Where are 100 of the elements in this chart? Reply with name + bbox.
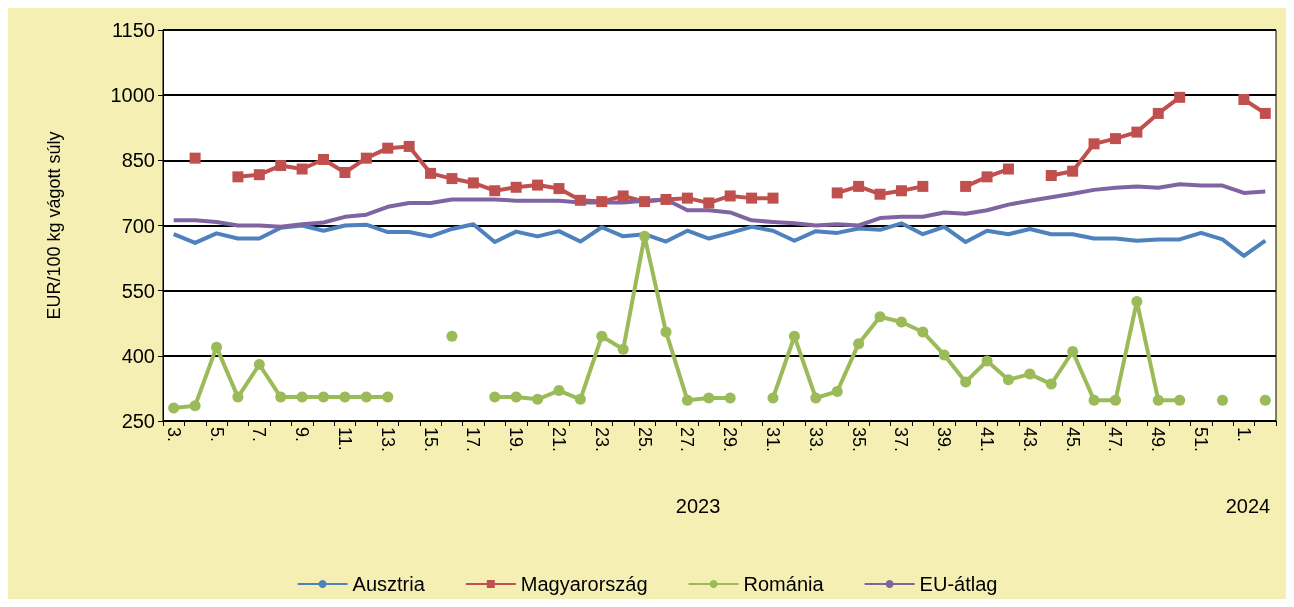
point bbox=[232, 391, 244, 403]
point bbox=[746, 192, 758, 204]
x-tick-label: 5. bbox=[206, 427, 227, 443]
x-tick-label: 33. bbox=[805, 427, 826, 453]
x-tick-label: 19. bbox=[506, 427, 527, 453]
point bbox=[553, 385, 565, 397]
point bbox=[532, 179, 544, 191]
point bbox=[981, 171, 993, 183]
y-tick-label: 250 bbox=[121, 410, 155, 432]
point bbox=[895, 185, 907, 197]
point bbox=[639, 230, 651, 242]
point bbox=[853, 180, 865, 192]
point bbox=[296, 163, 308, 175]
y-tick-label: 700 bbox=[121, 214, 155, 237]
point bbox=[788, 330, 800, 342]
point bbox=[596, 330, 608, 342]
point bbox=[339, 167, 351, 178]
y-tick-label: 1000 bbox=[110, 84, 155, 107]
point bbox=[596, 196, 608, 208]
x-tick-label: 11. bbox=[334, 427, 355, 451]
x-tick-label: 27. bbox=[677, 427, 698, 453]
point bbox=[960, 376, 972, 388]
x-tick-label: 47. bbox=[1105, 427, 1126, 453]
x-tick-label: 43. bbox=[1019, 427, 1040, 453]
point bbox=[1067, 165, 1079, 177]
point bbox=[895, 316, 907, 328]
point bbox=[1002, 163, 1014, 175]
point bbox=[917, 326, 929, 338]
point bbox=[1174, 91, 1186, 103]
point bbox=[703, 392, 715, 404]
x-tick-label: 31. bbox=[763, 427, 784, 453]
point bbox=[253, 359, 265, 371]
point bbox=[1067, 345, 1079, 357]
point bbox=[275, 160, 287, 172]
point bbox=[1002, 374, 1014, 386]
x-tick-label: 25. bbox=[634, 427, 655, 453]
point bbox=[382, 142, 394, 154]
x-tick-label: 15. bbox=[420, 427, 441, 453]
point bbox=[360, 391, 372, 403]
text: 2023 bbox=[675, 495, 721, 517]
legend-label: Magyarország bbox=[520, 573, 648, 595]
point bbox=[467, 177, 479, 189]
point bbox=[938, 349, 950, 361]
point bbox=[510, 391, 522, 403]
point bbox=[1088, 138, 1100, 150]
point bbox=[617, 190, 629, 202]
point bbox=[1088, 394, 1100, 406]
x-tick-label: 39. bbox=[934, 427, 955, 453]
point bbox=[660, 326, 672, 338]
point bbox=[1109, 133, 1121, 145]
y-axis-title: EUR/100 kg vágott súly bbox=[44, 131, 64, 320]
point bbox=[318, 153, 330, 165]
point bbox=[1152, 394, 1164, 406]
point bbox=[489, 185, 501, 197]
point bbox=[211, 341, 223, 353]
point bbox=[232, 171, 244, 183]
x-tick-label: 7. bbox=[249, 427, 270, 443]
x-tick-label: 21. bbox=[548, 427, 569, 453]
point bbox=[981, 355, 993, 367]
point bbox=[960, 180, 972, 192]
point bbox=[831, 385, 843, 397]
point bbox=[617, 343, 629, 355]
point bbox=[1259, 394, 1271, 406]
x-tick-label: 23. bbox=[591, 427, 612, 453]
point bbox=[574, 194, 586, 206]
point bbox=[189, 152, 201, 164]
line-series bbox=[171, 221, 1268, 258]
point bbox=[1259, 107, 1271, 119]
point bbox=[660, 193, 672, 205]
point bbox=[532, 393, 544, 405]
point bbox=[1238, 94, 1250, 106]
x-tick-label: 35. bbox=[848, 427, 869, 453]
point bbox=[339, 391, 351, 403]
point bbox=[189, 400, 201, 412]
x-tick-label: 37. bbox=[891, 427, 912, 453]
point bbox=[724, 190, 736, 202]
x-tick-label: 41. bbox=[977, 427, 998, 453]
line-series bbox=[171, 182, 1268, 229]
x-tick-label: 29. bbox=[720, 427, 741, 453]
point bbox=[446, 330, 458, 342]
point bbox=[724, 392, 736, 404]
point bbox=[810, 392, 822, 404]
point bbox=[1152, 107, 1164, 119]
x-tick-label: 13. bbox=[377, 427, 398, 453]
y-tick-label: 1150 bbox=[111, 19, 155, 41]
x-tick-label: 3. bbox=[163, 427, 184, 443]
point bbox=[253, 169, 265, 181]
point bbox=[767, 392, 779, 404]
point bbox=[639, 196, 651, 208]
point bbox=[446, 173, 458, 185]
point bbox=[1217, 394, 1228, 406]
legend-label: Románia bbox=[743, 573, 825, 595]
point bbox=[681, 394, 693, 406]
point bbox=[853, 338, 865, 350]
point bbox=[681, 192, 693, 204]
point bbox=[1024, 368, 1036, 380]
y-tick-label: 400 bbox=[121, 344, 155, 367]
x-tick-label: 1. bbox=[1233, 427, 1254, 443]
x-tick-label: 49. bbox=[1148, 427, 1169, 453]
legend-label: EU-átlag bbox=[919, 573, 998, 595]
